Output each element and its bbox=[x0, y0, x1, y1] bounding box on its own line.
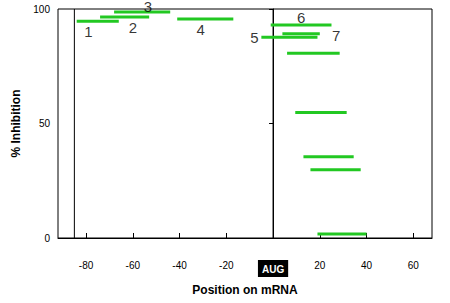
svg-text:0: 0 bbox=[44, 233, 50, 244]
svg-text:AUG: AUG bbox=[262, 264, 284, 275]
svg-text:% Inhibition: % Inhibition bbox=[9, 90, 23, 158]
svg-text:Position on mRNA: Position on mRNA bbox=[192, 283, 298, 297]
svg-text:2: 2 bbox=[129, 19, 137, 36]
svg-text:-60: -60 bbox=[126, 260, 141, 271]
svg-text:7: 7 bbox=[332, 27, 340, 44]
svg-text:-40: -40 bbox=[172, 260, 187, 271]
svg-text:50: 50 bbox=[39, 118, 51, 129]
svg-text:3: 3 bbox=[144, 0, 152, 15]
svg-text:6: 6 bbox=[297, 9, 305, 26]
svg-text:1: 1 bbox=[84, 23, 92, 40]
svg-text:-80: -80 bbox=[79, 260, 94, 271]
svg-text:5: 5 bbox=[250, 29, 258, 46]
svg-text:60: 60 bbox=[408, 260, 420, 271]
svg-text:100: 100 bbox=[33, 4, 50, 15]
svg-text:-20: -20 bbox=[219, 260, 234, 271]
svg-text:40: 40 bbox=[361, 260, 373, 271]
svg-text:4: 4 bbox=[196, 21, 204, 38]
svg-text:20: 20 bbox=[314, 260, 326, 271]
